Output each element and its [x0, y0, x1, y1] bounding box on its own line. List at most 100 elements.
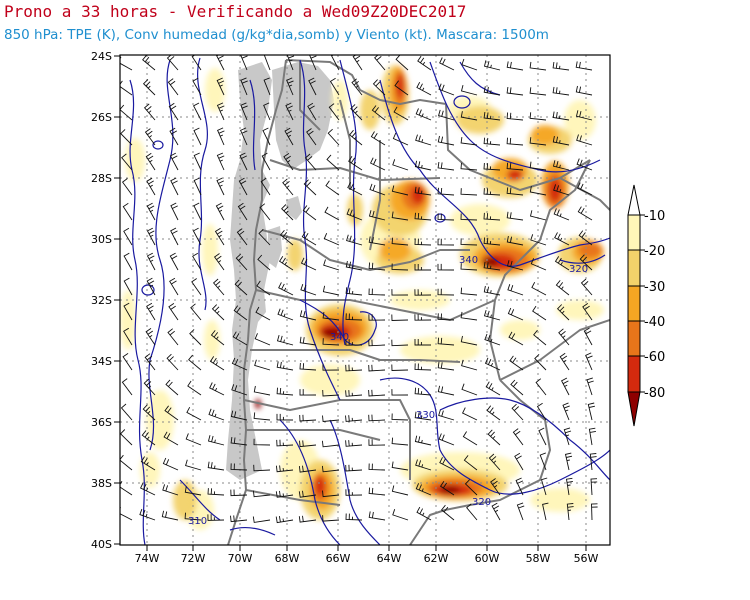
wind-barb — [368, 463, 386, 471]
wind-barb — [414, 387, 432, 396]
lat-label-26s: 26S — [91, 111, 112, 124]
wind-barb — [278, 282, 294, 296]
wind-barb — [254, 359, 271, 371]
wind-barb — [184, 512, 202, 521]
wind-barb — [262, 127, 271, 146]
lon-label-70w: 70W — [228, 552, 253, 565]
wind-barb — [308, 77, 317, 96]
wind-barb — [163, 431, 179, 446]
wind-barb — [391, 211, 409, 221]
wind-barb — [207, 461, 225, 471]
grid — [120, 55, 610, 545]
wind-barb — [539, 452, 547, 471]
wind-barb — [146, 177, 156, 196]
wind-barb — [460, 137, 478, 146]
wind-barb — [466, 503, 478, 521]
map-title: Prono a 33 horas - Verificando a Wed09Z2… — [4, 2, 467, 21]
wind-barb — [184, 486, 202, 496]
wind-barb — [507, 307, 524, 321]
wind-barb — [345, 261, 363, 271]
wind-barb — [216, 177, 225, 196]
wind-barb — [417, 55, 432, 71]
wind-barb — [207, 488, 225, 496]
wind-barb — [122, 202, 133, 221]
wind-barb — [345, 339, 363, 346]
wind-barb — [578, 230, 593, 246]
wind-barb — [299, 440, 317, 448]
wind-barb — [170, 227, 179, 246]
convergence-shading — [120, 65, 604, 530]
wind-barb — [414, 314, 432, 321]
wind-barb — [461, 407, 478, 421]
wind-barb — [240, 127, 248, 146]
wind-barb — [515, 477, 524, 496]
latitude-axis — [114, 55, 120, 545]
wind-barb — [281, 204, 294, 221]
wind-barb — [162, 484, 179, 496]
political-borders — [227, 59, 610, 545]
wind-barb — [186, 406, 202, 421]
wind-barb — [322, 389, 340, 397]
theta-e-label-1: 340 — [459, 255, 478, 266]
wind-barb — [123, 227, 133, 246]
wind-barb — [146, 252, 156, 271]
wind-barb — [142, 404, 156, 421]
wind-barb — [142, 79, 156, 96]
wind-barb — [207, 435, 225, 446]
wind-barb — [144, 353, 156, 371]
wind-barb — [483, 112, 501, 121]
wind-barb — [169, 152, 179, 171]
wind-barb — [120, 80, 133, 96]
wind-barb — [414, 212, 432, 221]
wind-barb — [253, 438, 271, 446]
wind-barb — [345, 313, 363, 321]
wind-barb — [484, 333, 501, 346]
wind-barb — [298, 490, 317, 498]
wind-barb — [483, 137, 501, 146]
wind-barb — [192, 252, 202, 271]
wind-barb — [298, 515, 317, 523]
wind-barb — [328, 103, 340, 121]
wind-barb — [146, 227, 156, 246]
wind-barb — [414, 238, 432, 246]
wind-barb — [231, 384, 248, 396]
wind-barb — [371, 105, 386, 121]
wind-barb — [120, 403, 133, 421]
lon-label-72w: 72W — [181, 552, 206, 565]
wind-barb — [299, 362, 317, 371]
wind-barb — [299, 389, 317, 396]
colorbar-label-1: -10 — [644, 209, 665, 224]
wind-barb — [529, 137, 547, 146]
wind-barb — [564, 452, 573, 471]
wind-barb — [414, 435, 432, 446]
wind-barb — [285, 102, 294, 121]
wind-barb — [230, 489, 248, 497]
wind-barb — [506, 61, 524, 71]
wind-barb — [207, 514, 225, 521]
wind-barb — [437, 263, 455, 271]
wind-barb — [437, 385, 455, 396]
wind-barb — [256, 280, 271, 296]
wind-barb — [216, 102, 225, 121]
wind-barb — [140, 456, 156, 471]
wind-barb — [438, 109, 455, 121]
latitude-labels: 24S 26S 28S 30S 32S 34S 36S 38S 40S — [91, 50, 112, 551]
wind-barb — [463, 455, 478, 471]
wind-barb — [535, 378, 547, 396]
wind-barb — [392, 159, 409, 171]
wind-barb — [120, 129, 133, 146]
colorbar-top-arrow — [627, 184, 641, 216]
wind-barb — [562, 402, 570, 421]
wind-barb — [189, 329, 202, 346]
wind-barb — [217, 127, 225, 146]
wind-barb — [123, 302, 133, 321]
wind-barb — [211, 304, 225, 321]
wind-barb — [120, 104, 133, 121]
wind-barb — [276, 439, 294, 447]
wind-barb — [230, 515, 248, 523]
wind-barb — [263, 102, 271, 121]
wind-barb — [552, 136, 570, 146]
wind-barb — [591, 503, 598, 521]
wind-barb — [283, 153, 294, 171]
wind-barb — [209, 356, 225, 371]
